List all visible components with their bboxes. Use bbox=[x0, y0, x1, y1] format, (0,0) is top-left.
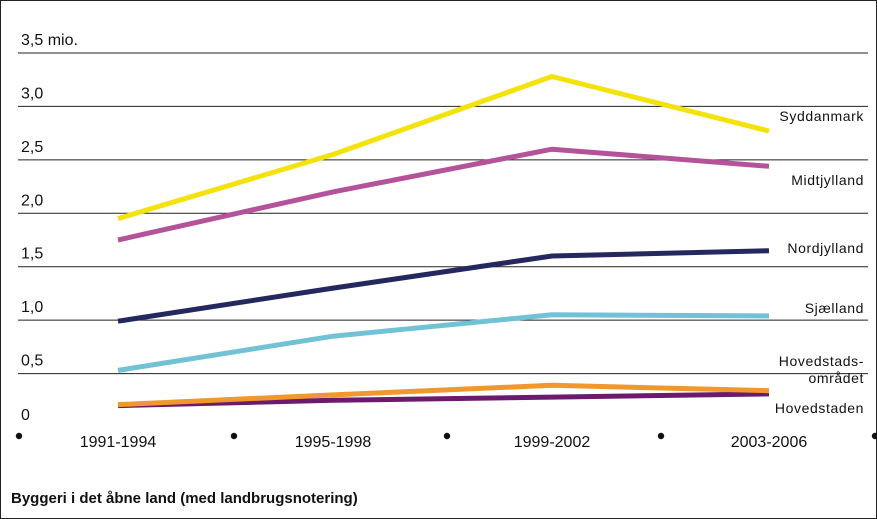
series-label: Nordjylland bbox=[787, 240, 864, 256]
series-label: Sjælland bbox=[805, 300, 864, 316]
series-label: Hovedstaden bbox=[775, 400, 864, 416]
y-tick-label: 1,5 bbox=[21, 246, 43, 263]
x-tick-label: 1991-1994 bbox=[80, 434, 157, 451]
series-line bbox=[117, 248, 770, 324]
x-axis: 1991-1994 1995-1998 1999-2002 2003-2006 bbox=[15, 432, 877, 451]
y-tick-label: 2,0 bbox=[21, 192, 43, 209]
y-tick-label: 0,5 bbox=[21, 353, 43, 370]
y-tick-label: 3,5 mio. bbox=[21, 32, 78, 49]
series-label: Hovedstads-området bbox=[779, 353, 864, 386]
y-tick-label: 1,0 bbox=[21, 299, 43, 316]
series-labels: Syddanmark Midtjylland Nordjylland Sjælland… bbox=[775, 108, 864, 416]
series-line bbox=[117, 146, 770, 243]
x-tick-label: 1995-1998 bbox=[295, 434, 372, 451]
y-axis-tick-labels: 0 0,5 1,0 1,5 2,0 2,5 3,0 3,5 mio. bbox=[21, 32, 78, 424]
gridlines bbox=[18, 52, 868, 375]
x-tick-label: 2003-2006 bbox=[731, 434, 808, 451]
x-tick-label: 1999-2002 bbox=[514, 434, 591, 451]
y-tick-label: 0 bbox=[21, 407, 30, 424]
series-label: Syddanmark bbox=[779, 108, 864, 124]
series-line bbox=[117, 391, 770, 409]
x-axis-bullet bbox=[15, 432, 23, 440]
series-line bbox=[117, 382, 770, 408]
x-axis-bullet bbox=[871, 432, 877, 440]
x-axis-bullet bbox=[230, 432, 238, 440]
series-label: Midtjylland bbox=[791, 172, 864, 188]
series-line bbox=[117, 312, 770, 373]
series-lines bbox=[117, 74, 770, 409]
x-axis-bullet bbox=[443, 432, 451, 440]
x-axis-bullet bbox=[657, 432, 665, 440]
y-tick-label: 2,5 bbox=[21, 139, 43, 156]
chart-caption: Byggeri i det åbne land (med landbrugsno… bbox=[11, 490, 358, 507]
y-tick-label: 3,0 bbox=[21, 85, 43, 102]
series-line bbox=[117, 74, 770, 221]
